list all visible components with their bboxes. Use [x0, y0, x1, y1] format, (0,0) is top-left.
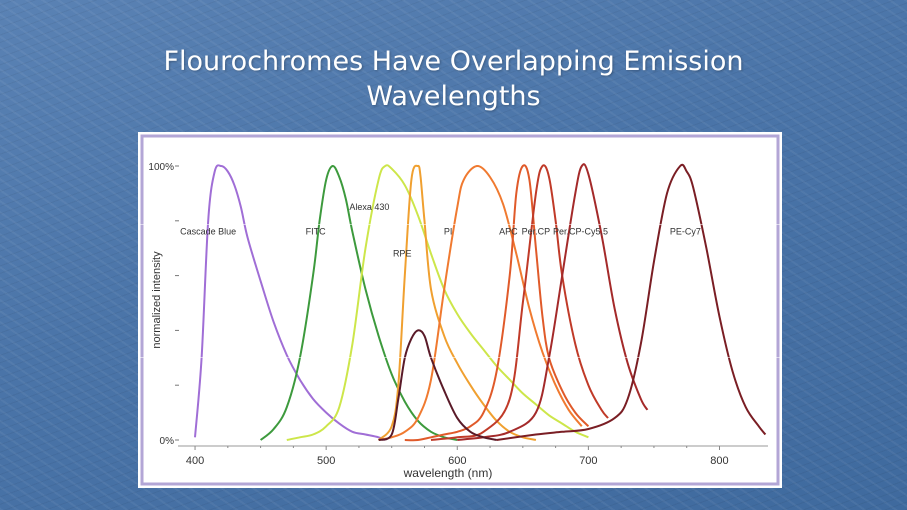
chart-axes: 100% 0% 400 500 600 700 800	[148, 162, 768, 467]
chart-series	[194, 163, 767, 442]
slide-title: Flourochromes Have Overlapping Emission …	[0, 44, 907, 114]
x-tick-label: 800	[710, 455, 728, 467]
series-label-apc: APC	[499, 227, 518, 237]
x-axis-label: wavelength (nm)	[403, 466, 493, 480]
x-tick-label: 500	[317, 455, 335, 467]
y-axis-label: normalized intensity	[151, 251, 163, 349]
x-tick-label: 400	[186, 455, 204, 467]
series-label-rpe: RPE	[393, 248, 412, 258]
slide-title-line-2: Wavelengths	[366, 81, 541, 112]
series-label-per-cp: Per.CP	[522, 227, 551, 237]
slide-title-line-1: Flourochromes Have Overlapping Emission	[163, 46, 744, 77]
series-label-pi: PI	[444, 227, 453, 237]
slide-guide-line-upper	[138, 224, 782, 225]
series-label-per-cp-cy5-5: Per.CP-Cy5.5	[553, 227, 608, 237]
series-label-cascade-blue: Cascade Blue	[180, 227, 236, 237]
x-tick-label: 700	[579, 455, 597, 467]
series-line-cascade-blue	[194, 164, 386, 441]
x-tick-label: 600	[448, 455, 466, 467]
series-line-alexa-430	[286, 164, 589, 441]
series-label-pe-cy7: PE-Cy7	[670, 227, 701, 237]
series-label-fitc: FITC	[306, 227, 326, 237]
y-tick-label-top: 100%	[148, 162, 174, 173]
series-line-pi	[378, 164, 583, 441]
series-line-pe	[378, 329, 497, 441]
series-line-per-cp	[430, 164, 609, 441]
emission-spectra-chart: 100% 0% 400 500 600 700 800 Cascade Blue FITC Al…	[140, 134, 780, 486]
y-tick-label-bottom: 0%	[160, 436, 175, 447]
slide-guide-line-lower	[138, 357, 782, 358]
series-line-per-cp-cy5-5	[457, 163, 649, 441]
series-line-pe-cy7	[496, 163, 767, 441]
series-label-alexa-430: Alexa 430	[349, 202, 389, 212]
series-line-rpe	[377, 164, 537, 441]
emission-chart-panel: 100% 0% 400 500 600 700 800 Cascade Blue FITC Al…	[138, 132, 782, 488]
